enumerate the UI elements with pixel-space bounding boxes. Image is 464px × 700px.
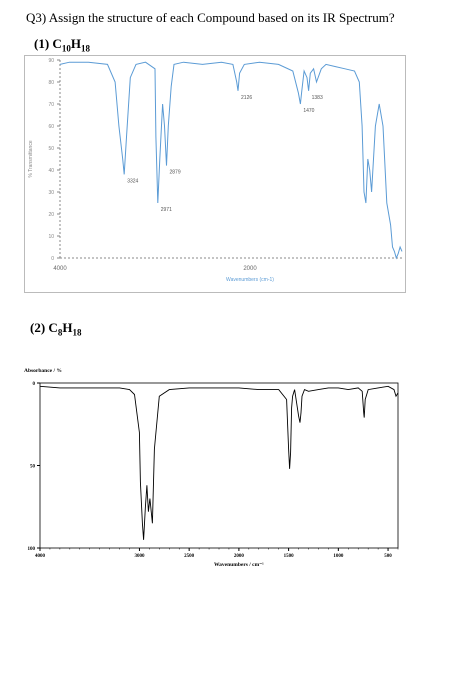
chart-1-peak-label: 2971 bbox=[161, 207, 172, 213]
ir-spectrum-chart-1: 0 10 20 30 40 50 60 70 80 90 4000 2000 % Transmittan… bbox=[24, 55, 406, 293]
chart-1-peak-label: 1383 bbox=[312, 95, 323, 101]
chart-2-x-tick-label: 3000 bbox=[134, 554, 145, 559]
chart-1-y-tick-label: 80 bbox=[48, 80, 54, 86]
chart-2-y-tick-label: 50 bbox=[30, 465, 36, 470]
chart-1-peak-label: 2879 bbox=[169, 170, 180, 176]
chart-2-frame bbox=[39, 382, 399, 549]
chart-1-y-tick-label: 50 bbox=[48, 146, 54, 152]
compound-1-prefix: (1) bbox=[34, 36, 53, 51]
chart-2-y-tick-label: 100 bbox=[28, 547, 36, 552]
chart-2-x-axis-label: Wavenumbers / cm⁻¹ bbox=[214, 562, 264, 568]
compound-1-formula: (1) C10H18 bbox=[34, 36, 90, 54]
question-title: Q3) Assign the structure of each Compoun… bbox=[26, 10, 395, 25]
chart-2-x-tick-label: 1500 bbox=[284, 554, 295, 559]
chart-2-x-tick-label: 500 bbox=[384, 554, 392, 559]
chart-2-x-tick-label: 2500 bbox=[184, 554, 195, 559]
ir-spectrum-chart-2: Absorbance / % 0 50 100 4000 3000 2500 2000 1500… bbox=[24, 368, 399, 568]
chart-1-y-tick-label: 90 bbox=[48, 58, 54, 64]
chart-1-frame bbox=[24, 55, 406, 293]
chart-1-peak-label: 2126 bbox=[241, 95, 252, 101]
chart-2-y-tick-label: 0 bbox=[33, 382, 36, 387]
chart-1-y-tick-label: 60 bbox=[48, 124, 54, 130]
chart-1-y-tick-label: 10 bbox=[48, 234, 54, 240]
chart-2-spectrum-line bbox=[39, 385, 399, 540]
chart-1-peak-label: 3324 bbox=[127, 178, 138, 184]
chart-2-x-tick-label: 2000 bbox=[234, 554, 245, 559]
chart-1-x-tick-label: 4000 bbox=[53, 266, 67, 272]
chart-1-x-axis-label: Wavenumbers (cm-1) bbox=[226, 277, 274, 283]
chart-1-y-tick-label: 20 bbox=[48, 212, 54, 218]
chart-1-y-tick-label: 40 bbox=[48, 168, 54, 174]
chart-1-y-axis-label: % Transmittance bbox=[28, 140, 34, 177]
chart-1-y-tick-label: 30 bbox=[48, 190, 54, 196]
chart-1-spectrum-line bbox=[59, 61, 403, 260]
chart-1-y-tick-label: 0 bbox=[51, 256, 54, 262]
chart-1-y-tick-label: 70 bbox=[48, 102, 54, 108]
chart-2-x-tick-label: 4000 bbox=[35, 554, 46, 559]
chart-2-x-tick-label: 1000 bbox=[333, 554, 344, 559]
compound-2-formula: (2) C8H18 bbox=[30, 320, 82, 338]
chart-1-peak-label: 1470 bbox=[303, 108, 314, 114]
chart-2-y-axis-label: Absorbance / % bbox=[24, 368, 62, 374]
compound-2-prefix: (2) bbox=[30, 320, 49, 335]
chart-1-x-tick-label: 2000 bbox=[243, 266, 257, 272]
